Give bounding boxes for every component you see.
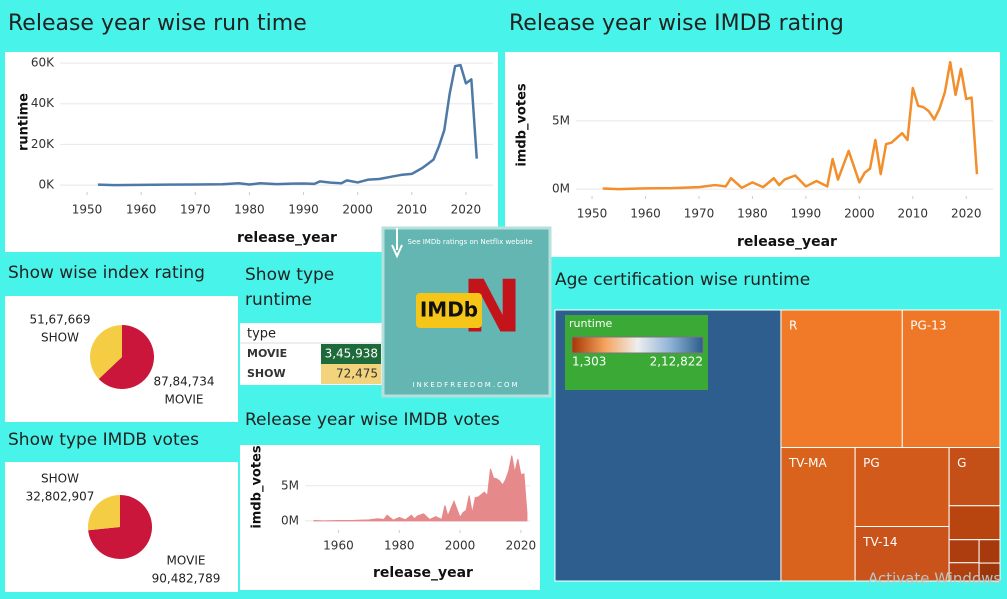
x-tick-label: 2020: [951, 207, 982, 221]
image-site: INKEDFREEDOM.COM: [412, 381, 519, 389]
treemap-cell: [948, 447, 1001, 507]
x-tick-label: 1960: [630, 207, 661, 221]
panel: [505, 52, 1000, 257]
legend-title: runtime: [569, 317, 613, 330]
pie-value-label: 51,67,669: [29, 313, 90, 327]
x-tick-label: 1950: [72, 203, 103, 217]
y-axis-title: imdb_votes: [250, 445, 265, 529]
chart-title: Show type IMDB votes: [8, 430, 199, 450]
area: [313, 455, 528, 522]
treemap-label: PG-13: [910, 319, 946, 333]
y-tick-label: 20K: [31, 137, 55, 151]
x-tick-label: 1990: [288, 203, 319, 217]
x-tick-label: 1960: [126, 203, 157, 217]
x-tick-label: 2020: [506, 539, 537, 553]
imdb-logo-box: [416, 293, 482, 328]
table-value: 72,475: [336, 367, 378, 381]
x-axis-title: release_year: [237, 230, 337, 246]
chart-title: Release year wise IMDB rating: [509, 11, 844, 36]
x-tick-label: 1980: [737, 207, 768, 221]
treemap-cell: [854, 526, 950, 582]
legend-max: 2,12,822: [650, 355, 703, 369]
x-tick-label: 1990: [791, 207, 822, 221]
y-tick-label: 0M: [281, 513, 299, 527]
table-row-label: MOVIE: [247, 347, 287, 360]
pie-slice: [98, 325, 155, 390]
table-header: type: [247, 327, 276, 342]
treemap-cell: [780, 447, 856, 582]
treemap-cell: [901, 309, 1001, 449]
x-tick-label: 2010: [397, 203, 428, 217]
chart-title: Age certification wise runtime: [555, 270, 811, 290]
pie-value-label: 87,84,734: [153, 375, 214, 389]
imdb-logo: IMDb: [420, 298, 478, 322]
line: [97, 63, 479, 187]
chart-title: Release year wise run time: [8, 11, 307, 36]
table-row-label: SHOW: [247, 367, 286, 380]
treemap-label: G: [957, 456, 966, 470]
watermark: Activate Windows: [868, 570, 1001, 588]
treemap-cell: [948, 505, 1001, 541]
treemap-label: PG: [863, 456, 880, 470]
y-axis-title: imdb_votes: [515, 83, 530, 167]
x-tick-label: 1960: [323, 539, 354, 553]
treemap-cell: [948, 539, 980, 564]
image-caption: See IMDb ratings on Netflix website: [407, 238, 532, 246]
table-cell: [321, 344, 381, 364]
x-tick-label: 2000: [342, 203, 373, 217]
chart-title: Show type runtime: [245, 265, 335, 310]
y-tick-label: 0K: [38, 178, 55, 192]
x-tick-label: 1970: [180, 203, 211, 217]
x-tick-label: 2020: [451, 203, 482, 217]
x-tick-label: 2000: [844, 207, 875, 221]
chart-title: Release year wise IMDB votes: [245, 410, 500, 430]
imdb-image: See IMDb ratings on Netflix website N IM…: [381, 226, 552, 398]
x-tick-label: 1980: [384, 539, 415, 553]
pie-category-label: MOVIE: [165, 393, 204, 407]
treemap-label: R: [789, 319, 797, 333]
chart-title: Show wise index rating: [8, 263, 205, 283]
pie-category-label: SHOW: [41, 472, 79, 486]
treemap-cell: [978, 539, 1001, 564]
x-tick-label: 1970: [684, 207, 715, 221]
legend-min: 1,303: [572, 355, 606, 369]
treemap-cell: [978, 562, 1001, 582]
pie-value-label: 32,802,907: [26, 490, 95, 504]
table-cell: [321, 364, 381, 384]
x-axis-title: release_year: [373, 565, 473, 581]
pie-slice: [88, 495, 120, 531]
legend-gradient: [571, 336, 704, 354]
x-axis-title: release_year: [737, 234, 837, 250]
line: [602, 60, 979, 191]
pie-value-label: 90,482,789: [152, 572, 221, 586]
treemap-label: TV-MA: [788, 456, 828, 470]
treemap-cell: [780, 309, 903, 449]
y-tick-label: 5M: [281, 478, 299, 492]
pie-category-label: MOVIE: [167, 554, 206, 568]
pie-category-label: SHOW: [41, 331, 79, 345]
pie-slice: [90, 325, 122, 379]
y-tick-label: 0M: [552, 182, 570, 196]
x-tick-label: 2000: [445, 539, 476, 553]
treemap-label: TV-14: [862, 535, 897, 549]
y-axis-title: runtime: [17, 93, 32, 151]
table-value: 3,45,938: [325, 347, 378, 361]
x-tick-label: 1950: [577, 207, 608, 221]
pie-slice: [88, 495, 152, 560]
treemap-cell: [854, 447, 950, 528]
x-tick-label: 2010: [898, 207, 929, 221]
image-arrow: [391, 228, 403, 259]
y-tick-label: 40K: [31, 96, 55, 110]
y-tick-label: 5M: [552, 113, 570, 127]
y-tick-label: 60K: [31, 56, 55, 70]
x-tick-label: 1980: [234, 203, 265, 217]
panel: [5, 52, 498, 252]
